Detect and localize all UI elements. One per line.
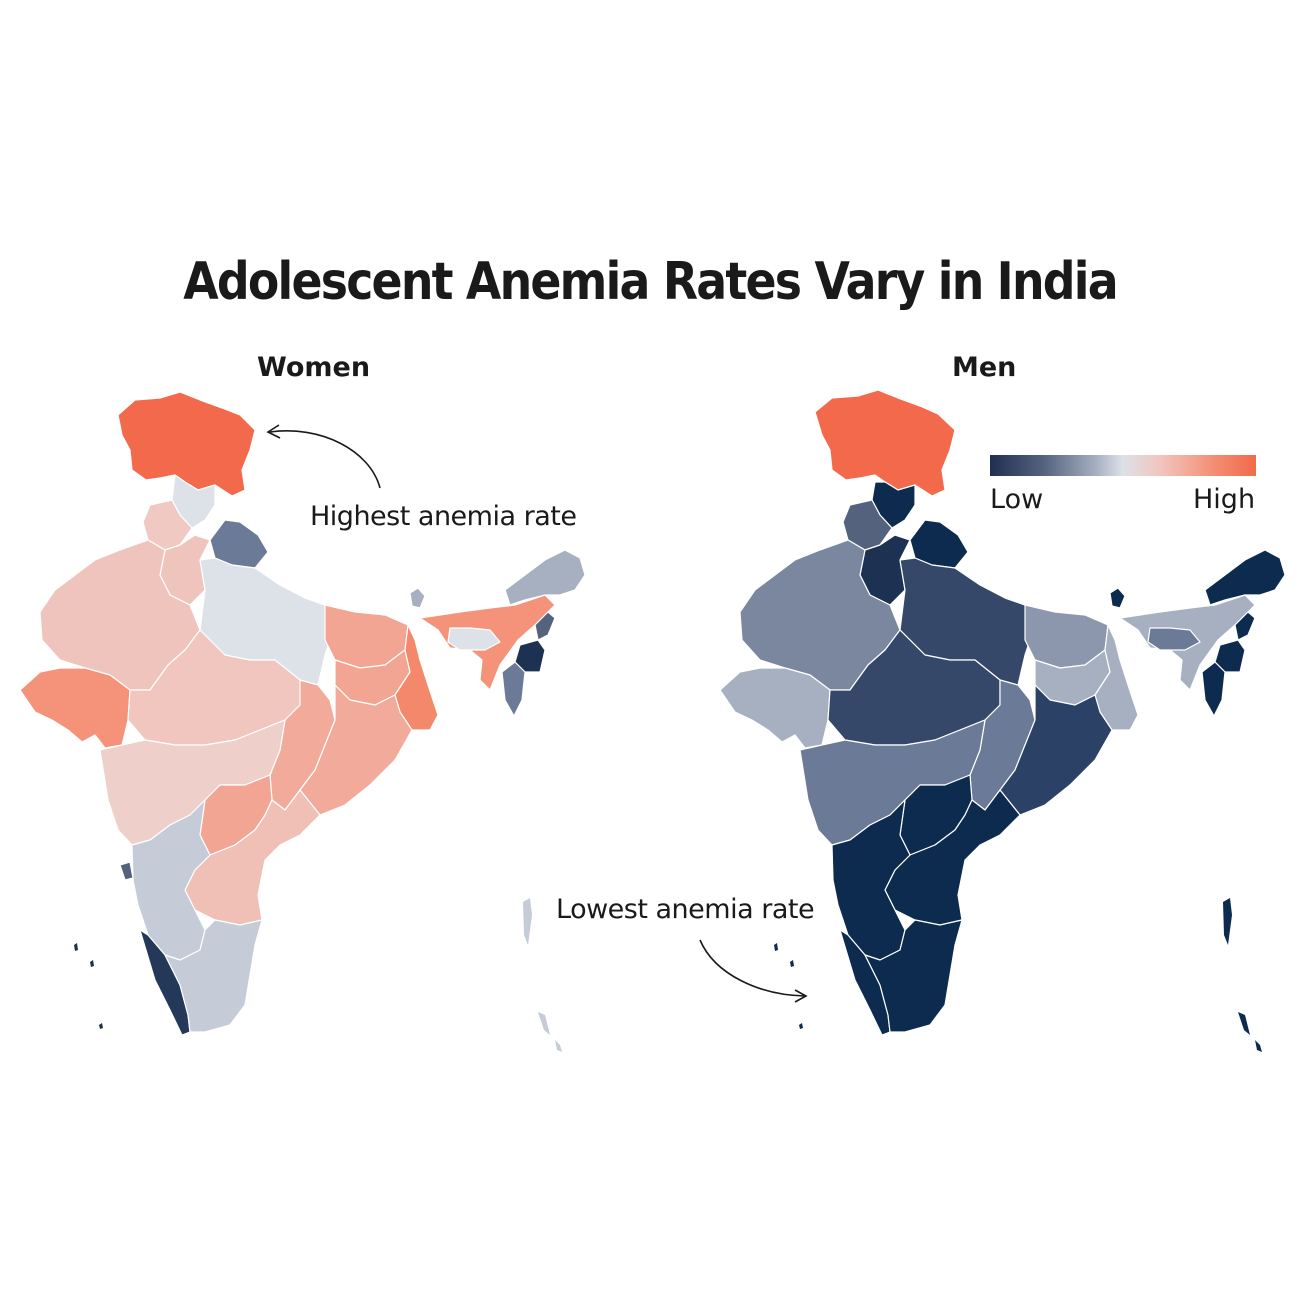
women-state-sikkim	[409, 587, 426, 609]
women-map	[19, 391, 586, 1052]
legend-low-label: Low	[990, 484, 1044, 515]
men-state-meghalaya	[1147, 627, 1201, 651]
lowest-rate-arrow	[699, 939, 806, 997]
men-state-arunachal	[1204, 549, 1286, 606]
chart-title: Adolescent Anemia Rates Vary in India	[183, 252, 1118, 312]
women-state-west-bengal	[394, 624, 439, 731]
men-state-odisha	[999, 684, 1113, 816]
highest-rate-annotation: Highest anemia rate	[310, 501, 577, 532]
men-state-andaman	[1223, 898, 1262, 1052]
men-state-west-bengal	[1094, 624, 1139, 731]
women-state-mizoram	[501, 661, 526, 717]
women-state-gujarat	[19, 667, 131, 749]
women-map-title: Women	[257, 352, 371, 383]
legend-gradient-bar	[990, 455, 1256, 476]
lowest-rate-arrowhead	[794, 989, 808, 1003]
women-state-karnataka	[131, 799, 211, 961]
men-state-gujarat	[719, 667, 831, 749]
men-map	[719, 389, 1286, 1052]
men-map-title: Men	[952, 352, 1017, 383]
men-state-sikkim	[1109, 587, 1126, 609]
men-state-nagaland	[1234, 611, 1256, 641]
women-state-andaman	[523, 898, 562, 1052]
women-state-odisha	[299, 684, 413, 816]
women-state-arunachal	[504, 549, 586, 606]
men-state-karnataka	[831, 799, 911, 961]
women-state-lakshadweep	[74, 943, 103, 1029]
highest-rate-arrowhead	[266, 424, 281, 439]
women-state-tamil-nadu	[164, 919, 263, 1033]
women-state-meghalaya	[447, 627, 501, 651]
men-state-jammu-kashmir	[814, 389, 956, 497]
highest-rate-arrow	[269, 430, 381, 489]
women-state-jammu-kashmir	[117, 391, 256, 497]
women-state-goa	[119, 861, 134, 881]
men-state-mizoram	[1201, 661, 1226, 717]
men-state-lakshadweep	[774, 943, 803, 1029]
women-state-nagaland	[534, 611, 556, 641]
lowest-rate-annotation: Lowest anemia rate	[556, 894, 815, 925]
legend-high-label: High	[1193, 484, 1256, 515]
men-state-tamil-nadu	[864, 919, 963, 1033]
